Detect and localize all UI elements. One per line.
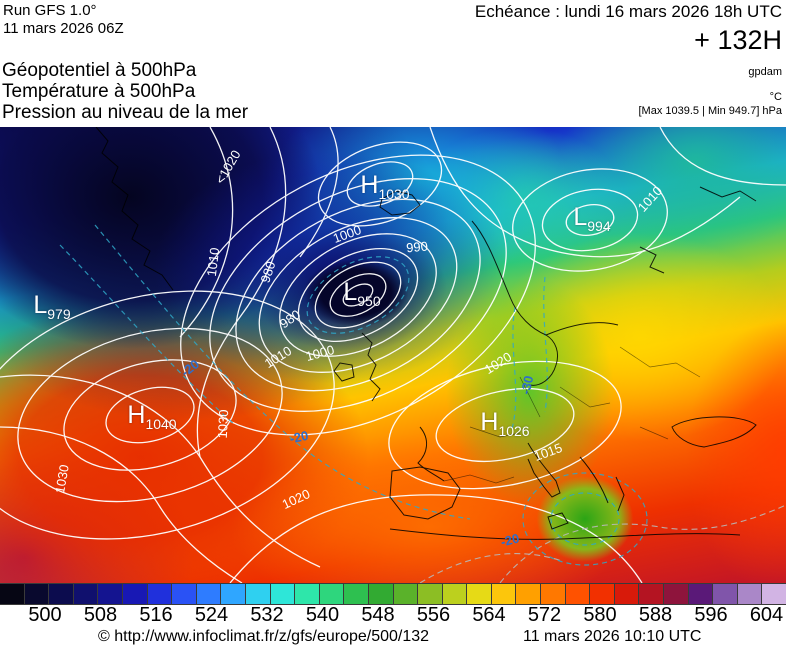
- colorbar-tick-label: 508: [83, 604, 118, 626]
- run-info: Run GFS 1.0° 11 mars 2026 06Z: [3, 2, 124, 38]
- forecast-info: Echéance : lundi 16 mars 2026 18h UTC + …: [475, 2, 782, 56]
- unit-gpdam: gpdam: [748, 66, 782, 78]
- unit-list: gpdam °C [Max 1039.5 | Min 949.7] hPa: [639, 66, 783, 118]
- colorbar-tick-label: 524: [194, 604, 229, 626]
- borders-layer: [443, 346, 701, 484]
- colorbar-tick-label: 532: [250, 604, 284, 626]
- colorbar-cell: [589, 584, 614, 604]
- forecast-hour-label: + 132H: [694, 25, 782, 55]
- colorbar-cell: [171, 584, 196, 604]
- colorbar-tick-label: 572: [527, 604, 562, 626]
- colorbar: [0, 583, 786, 605]
- colorbar-tick-label: 548: [361, 604, 395, 626]
- colorbar-cell: [343, 584, 368, 604]
- temperature-contour-label: -20: [288, 427, 310, 447]
- colorbar-cell: [761, 584, 786, 604]
- colorbar-cell: [392, 584, 418, 604]
- colorbar-cell: [0, 584, 24, 604]
- colorbar-cell: [97, 584, 122, 604]
- echeance-label: Echéance : lundi 16 mars 2026 18h UTC: [474, 2, 782, 21]
- colorbar-tick-label: 580: [583, 604, 617, 626]
- high-pressure-center-label: H1026: [480, 408, 530, 439]
- colorbar-cell: [121, 584, 147, 604]
- low-pressure-center-label: L979: [33, 291, 71, 322]
- colorbar-tick-label: 588: [638, 604, 673, 626]
- colorbar-tick-label: 516: [139, 604, 173, 626]
- colorbar-tick-label: 556: [416, 604, 451, 626]
- dashed-pressure-contours-layer: [419, 504, 786, 583]
- footer: © http://www.infoclimat.fr/z/gfs/europe/…: [0, 626, 786, 648]
- low-pressure-center-label: L994: [573, 203, 611, 234]
- colorbar-cell: [146, 584, 172, 604]
- parameter-list: Géopotentiel à 500hPa Température à 500h…: [2, 60, 248, 123]
- map-overlay: [0, 127, 786, 583]
- colorbar-cell: [441, 584, 467, 604]
- param-temperature: Température à 500hPa: [2, 81, 196, 102]
- colorbar-cell: [638, 584, 664, 604]
- colorbar-cell: [712, 584, 737, 604]
- colorbar-tick-label: 604: [749, 604, 784, 626]
- run-model-label: Run GFS 1.0°: [3, 2, 97, 19]
- param-geopotential: Géopotentiel à 500hPa: [2, 60, 197, 81]
- colorbar-cell: [736, 584, 762, 604]
- generation-time: 11 mars 2026 10:10 UTC: [523, 628, 702, 645]
- colorbar-cell: [515, 584, 541, 604]
- colorbar-labels: 500 508 516 524 532 540 548 556 564 572 580 588 596 6…: [0, 604, 786, 626]
- run-date-label: 11 mars 2026 06Z: [3, 20, 124, 37]
- colorbar-cell: [564, 584, 590, 604]
- colorbar-cell: [490, 584, 516, 604]
- colorbar-cell: [269, 584, 295, 604]
- colorbar-cell: [687, 584, 713, 604]
- colorbar-cell: [367, 584, 393, 604]
- weather-map: L979 L950 H1040 H1030 L994 H1026 <1020 1010 1000…: [0, 127, 786, 583]
- colorbar-cell: [220, 584, 245, 604]
- pressure-contours-layer: [0, 127, 786, 583]
- temperature-contour-label: -30: [517, 374, 537, 396]
- colorbar-tick-label: 596: [694, 604, 728, 626]
- low-pressure-center-label: L950: [343, 278, 381, 309]
- colorbar-cell: [23, 584, 49, 604]
- high-pressure-center-label: H1030: [360, 171, 410, 202]
- colorbar-cell: [294, 584, 319, 604]
- high-pressure-center-label: H1040: [127, 401, 177, 432]
- copyright-url: © http://www.infoclimat.fr/z/gfs/europe/…: [98, 628, 430, 645]
- colorbar-tick-label: 540: [305, 604, 340, 626]
- colorbar-tick-label: 500: [28, 604, 62, 626]
- colorbar-cell: [417, 584, 442, 604]
- coastlines-layer: [95, 127, 757, 540]
- colorbar-cell: [318, 584, 344, 604]
- colorbar-cell: [540, 584, 565, 604]
- pressure-contour-label: 1030: [214, 409, 232, 439]
- colorbar-cell: [613, 584, 639, 604]
- colorbar-cell: [663, 584, 688, 604]
- colorbar-cell: [244, 584, 270, 604]
- colorbar-cell: [48, 584, 73, 604]
- unit-celsius: °C: [769, 91, 782, 103]
- minmax-pressure-label: [Max 1039.5 | Min 949.7] hPa: [638, 105, 783, 117]
- colorbar-tick-label: 564: [472, 604, 506, 626]
- pressure-contour-label: 1010: [203, 246, 223, 278]
- colorbar-cell: [466, 584, 491, 604]
- colorbar-cell: [195, 584, 221, 604]
- temperature-contours-layer: [59, 224, 648, 566]
- pressure-contour-label: 990: [405, 238, 429, 256]
- param-pressure: Pression au niveau de la mer: [2, 102, 249, 123]
- colorbar-cell: [72, 584, 98, 604]
